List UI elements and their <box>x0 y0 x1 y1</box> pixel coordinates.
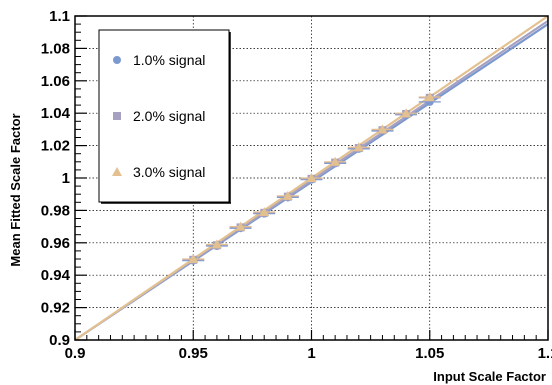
legend-label: 2.0% signal <box>133 108 205 124</box>
data-point <box>188 254 199 263</box>
x-tick-label: 0.95 <box>179 345 208 362</box>
y-tick-label: 1.06 <box>41 73 70 90</box>
x-tick-label: 1 <box>307 345 315 362</box>
y-tick-label: 1 <box>62 170 70 187</box>
y-tick-label: 0.92 <box>41 300 70 317</box>
data-point <box>259 207 270 217</box>
legend-marker <box>113 56 121 64</box>
legend-marker <box>112 167 122 176</box>
data-point <box>377 124 388 134</box>
legend-label: 1.0% signal <box>133 52 205 68</box>
data-point <box>235 221 246 231</box>
y-tick-label: 1.02 <box>41 138 70 155</box>
x-axis-title: Input Scale Factor <box>433 369 546 384</box>
legend-label: 3.0% signal <box>133 164 205 180</box>
data-point <box>306 173 317 182</box>
data-points <box>182 92 441 265</box>
data-point <box>211 239 222 249</box>
axis-ticks <box>74 15 549 341</box>
y-tick-label: 0.94 <box>41 267 71 284</box>
y-tick-label: 1.08 <box>41 40 70 57</box>
data-point <box>401 108 412 118</box>
data-point <box>353 142 364 152</box>
y-tick-label: 0.98 <box>41 202 70 219</box>
y-tick-label: 1.04 <box>41 105 71 122</box>
y-tick-label: 1.1 <box>49 8 70 25</box>
y-tick-label: 0.9 <box>49 332 70 349</box>
y-tick-label: 0.96 <box>41 235 70 252</box>
x-tick-label: 1.1 <box>538 345 552 362</box>
tick-labels: 0.9 0.95 1 1.05 1.1 0.9 0.92 0.94 0.96 0.98 1 1.02 1… <box>41 8 552 362</box>
data-point <box>330 156 341 166</box>
y-axis-title: Mean Fitted Scale Factor <box>8 113 23 266</box>
legend-marker <box>113 112 121 120</box>
legend: 1.0% signal 2.0% signal 3.0% signal <box>98 29 231 204</box>
x-tick-label: 1.05 <box>415 345 444 362</box>
data-point <box>424 92 435 101</box>
x-tick-label: 0.9 <box>65 345 86 362</box>
data-point <box>282 190 293 200</box>
